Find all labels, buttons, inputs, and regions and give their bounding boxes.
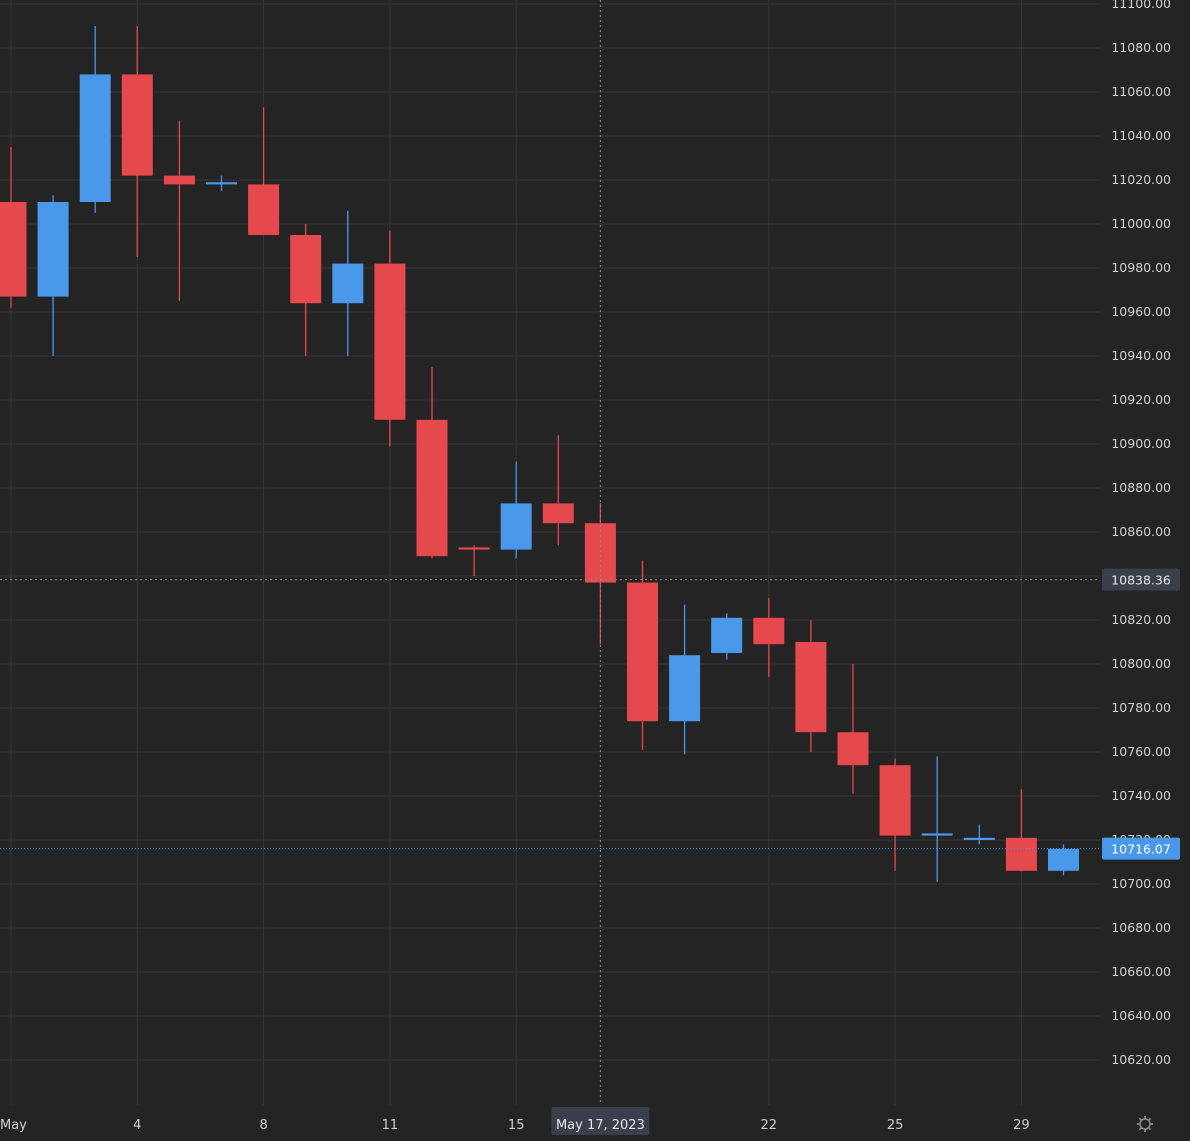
price-tick-label[interactable]: 10740.00 (1111, 788, 1171, 803)
price-tick-label[interactable]: 10820.00 (1111, 612, 1171, 627)
time-tick-label[interactable]: 29 (1013, 1118, 1030, 1133)
crosshair-price-label-bg (1102, 568, 1180, 591)
candle-body[interactable] (458, 547, 490, 550)
time-tick-label[interactable]: 4 (133, 1118, 141, 1133)
time-tick-label[interactable]: May (0, 1118, 27, 1133)
candle-body[interactable] (0, 202, 27, 297)
price-tick-label[interactable]: 10760.00 (1111, 744, 1171, 759)
price-tick-label[interactable]: 10680.00 (1111, 920, 1171, 935)
price-tick-label[interactable]: 10980.00 (1111, 260, 1171, 275)
candle-body[interactable] (879, 765, 911, 836)
price-tick-label[interactable]: 10920.00 (1111, 392, 1171, 407)
price-tick-label[interactable]: 11020.00 (1111, 172, 1171, 187)
candle-body[interactable] (416, 419, 448, 557)
price-tick-label[interactable]: 10960.00 (1111, 304, 1171, 319)
candle-body[interactable] (921, 833, 953, 836)
candle-body[interactable] (248, 184, 280, 235)
time-tick-label[interactable]: 25 (887, 1118, 904, 1133)
price-tick-label[interactable]: 10620.00 (1111, 1052, 1171, 1067)
time-axis[interactable]: May 4 8 11 15 22 25 29 (0, 1118, 1030, 1133)
candle-body[interactable] (795, 642, 827, 733)
candles[interactable] (0, 26, 1079, 882)
price-tick-label[interactable]: 11080.00 (1111, 40, 1171, 55)
last-price-label: 10716.07 (1111, 842, 1171, 857)
crosshair-price-label: 10838.36 (1111, 573, 1171, 588)
price-tick-label[interactable]: 10700.00 (1111, 876, 1171, 891)
last-price-label-bg (1102, 837, 1180, 860)
crosshair (0, 0, 1100, 1105)
candle-body[interactable] (79, 74, 111, 202)
price-tick-label[interactable]: 11100.00 (1111, 0, 1171, 11)
price-tick-label[interactable]: 10940.00 (1111, 348, 1171, 363)
price-tick-label[interactable]: 10880.00 (1111, 480, 1171, 495)
grid-lines (0, 0, 1100, 1105)
price-tick-label[interactable]: 10900.00 (1111, 436, 1171, 451)
settings-gear-icon[interactable] (1137, 1116, 1153, 1132)
candle-body[interactable] (584, 523, 616, 583)
candle-body[interactable] (374, 263, 406, 420)
price-tick-label[interactable]: 10800.00 (1111, 656, 1171, 671)
candle-body[interactable] (290, 235, 322, 304)
candle-body[interactable] (37, 202, 69, 297)
price-tick-label[interactable]: 10860.00 (1111, 524, 1171, 539)
candle-body[interactable] (627, 582, 658, 722)
candle-body[interactable] (711, 617, 743, 653)
time-tick-label[interactable]: 22 (761, 1118, 778, 1133)
candle-body[interactable] (121, 74, 153, 176)
candle-body[interactable] (753, 617, 785, 645)
candle-body[interactable] (837, 732, 869, 766)
price-axis[interactable]: 11100.00 11080.00 11060.00 11040.00 11020.00… (1111, 0, 1171, 1067)
candle-body[interactable] (963, 837, 995, 840)
candle-body[interactable] (206, 182, 237, 185)
candle-body[interactable] (500, 503, 532, 550)
price-tick-label[interactable]: 10640.00 (1111, 1008, 1171, 1023)
candle-body[interactable] (332, 263, 364, 304)
time-tick-label[interactable]: 8 (259, 1118, 267, 1133)
crosshair-date-label-bg (551, 1107, 650, 1135)
candle-body[interactable] (1048, 848, 1079, 871)
candle-body[interactable] (163, 175, 195, 185)
axis-highlight-labels: 10838.36 10716.07 May 17, 2023 (551, 568, 1180, 1135)
candle-body[interactable] (669, 655, 701, 722)
crosshair-date-label: May 17, 2023 (556, 1118, 645, 1133)
price-tick-label[interactable]: 11060.00 (1111, 84, 1171, 99)
price-tick-label[interactable]: 11040.00 (1111, 128, 1171, 143)
time-tick-label[interactable]: 15 (508, 1118, 525, 1133)
price-tick-label[interactable]: 10780.00 (1111, 700, 1171, 715)
candle-body[interactable] (542, 503, 574, 524)
candle-body[interactable] (1005, 837, 1037, 871)
price-tick-label[interactable]: 10660.00 (1111, 964, 1171, 979)
price-tick-label[interactable]: 11000.00 (1111, 216, 1171, 231)
time-tick-label[interactable]: 11 (382, 1118, 399, 1133)
